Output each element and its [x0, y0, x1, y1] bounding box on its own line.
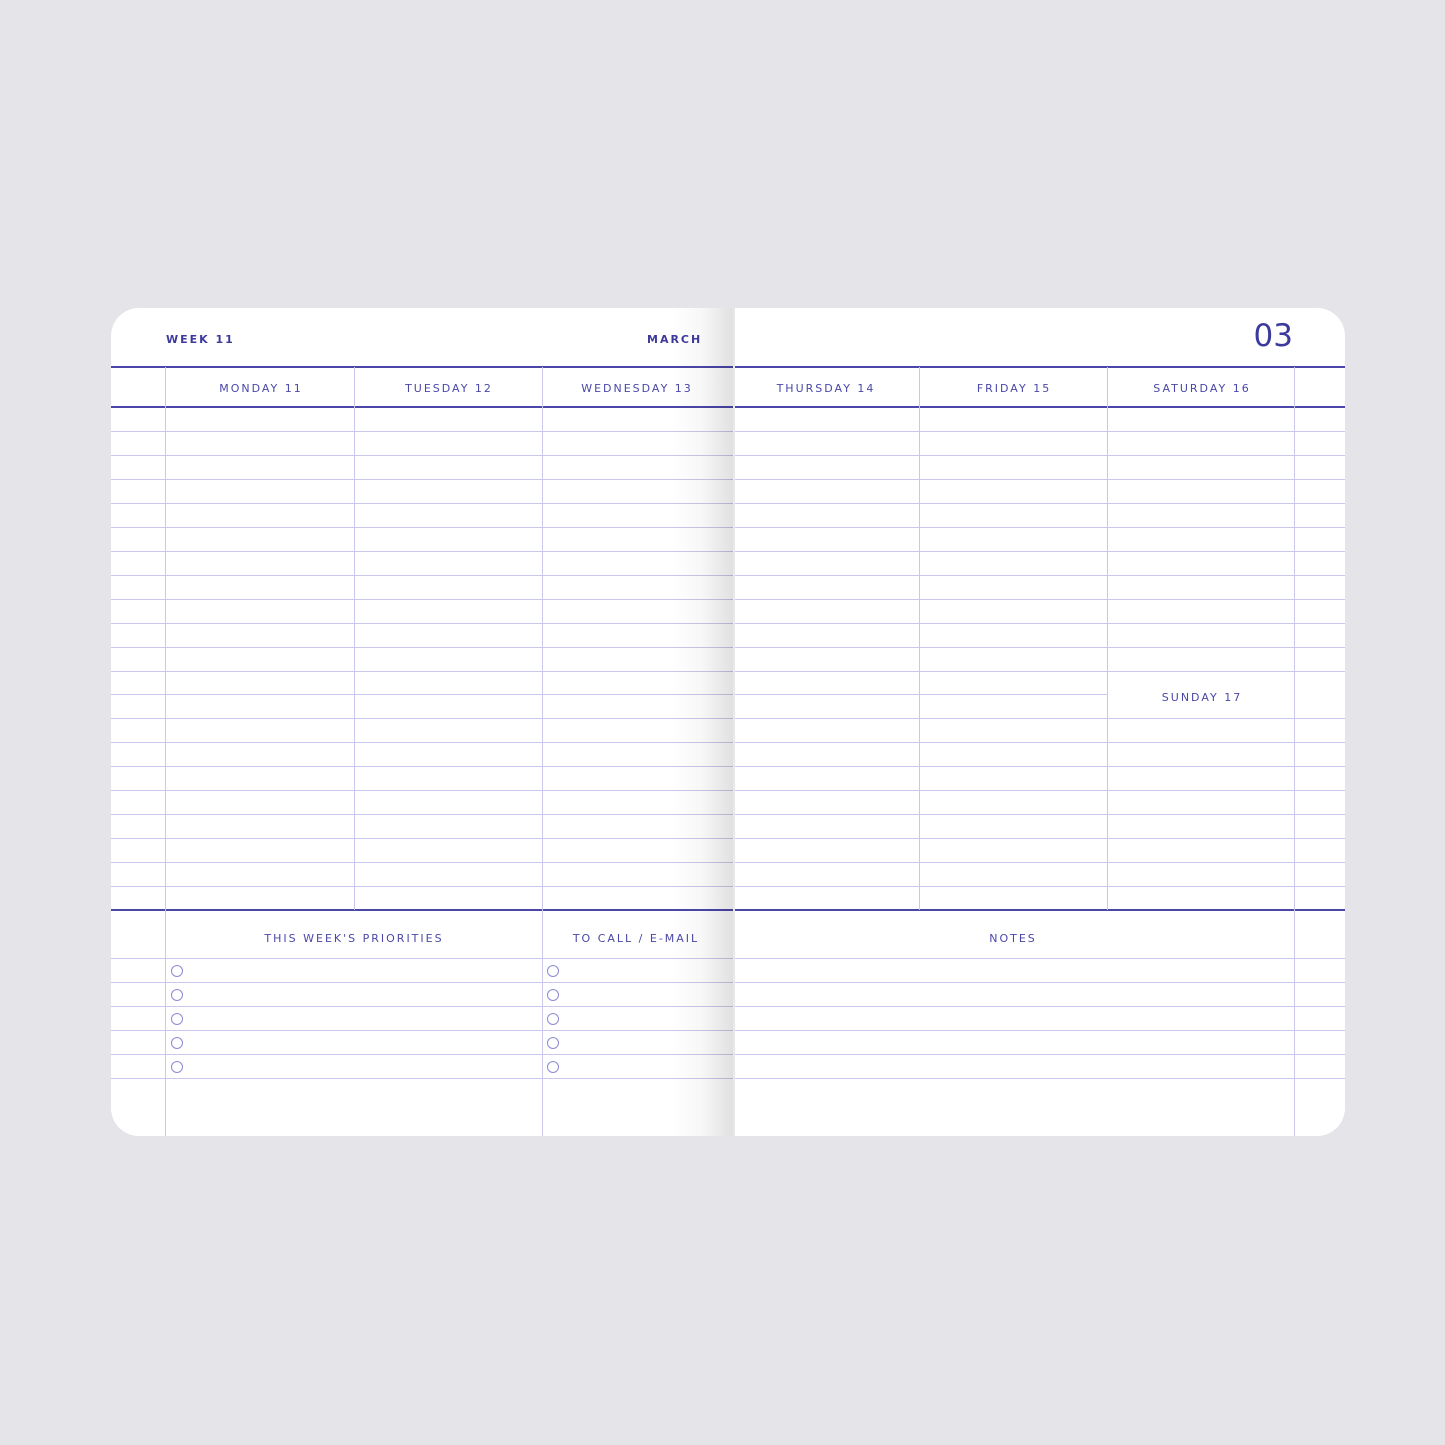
column-line — [165, 910, 166, 1136]
priorities-heading: THIS WEEK'S PRIORITIES — [264, 932, 444, 945]
column-line — [1107, 367, 1108, 910]
bottom-row-line — [111, 1006, 1345, 1007]
priority-checkbox[interactable] — [171, 965, 183, 977]
row-line — [111, 671, 1345, 672]
row-line — [111, 694, 1107, 695]
day-header-monday: MONDAY 11 — [219, 382, 303, 395]
to-call-checkbox[interactable] — [547, 1013, 559, 1025]
day-header-rule — [111, 406, 1345, 408]
month-number: 03 — [1253, 318, 1293, 354]
header-rule — [111, 366, 1345, 368]
column-line — [542, 910, 543, 1136]
row-line — [111, 431, 1345, 432]
bottom-row-line — [111, 982, 1345, 983]
day-header-wednesday: WEDNESDAY 13 — [581, 382, 693, 395]
row-line — [111, 455, 1345, 456]
row-line — [111, 718, 1345, 719]
bottom-row-line — [111, 958, 1345, 959]
bottom-section-rule — [111, 909, 1345, 911]
day-header-thursday: THURSDAY 14 — [776, 382, 876, 395]
column-line — [1294, 367, 1295, 910]
planner-spread: WEEK 11 MARCH 03 MONDAY 11 TUESDAY 12 WE… — [111, 308, 1345, 1136]
row-line — [111, 886, 1345, 887]
column-line — [542, 367, 543, 910]
day-header-sunday: SUNDAY 17 — [1161, 691, 1243, 704]
row-line — [111, 527, 1345, 528]
row-line — [111, 479, 1345, 480]
column-line — [165, 367, 166, 910]
page-gutter-shadow — [671, 308, 733, 1136]
priority-checkbox[interactable] — [171, 989, 183, 1001]
row-line — [111, 647, 1345, 648]
month-label: MARCH — [647, 333, 702, 346]
row-line — [111, 814, 1345, 815]
row-line — [111, 790, 1345, 791]
column-line — [354, 367, 355, 910]
row-line — [111, 623, 1345, 624]
priority-checkbox[interactable] — [171, 1061, 183, 1073]
column-line — [919, 367, 920, 910]
day-header-saturday: SATURDAY 16 — [1153, 382, 1251, 395]
row-line — [111, 838, 1345, 839]
to-call-checkbox[interactable] — [547, 1061, 559, 1073]
row-line — [111, 575, 1345, 576]
bottom-row-line — [111, 1054, 1345, 1055]
bottom-row-line — [111, 1078, 1345, 1079]
row-line — [111, 503, 1345, 504]
row-line — [111, 766, 1345, 767]
row-line — [111, 551, 1345, 552]
day-header-friday: FRIDAY 15 — [976, 382, 1052, 395]
page-gutter-edge — [733, 308, 735, 1136]
week-label: WEEK 11 — [166, 333, 235, 346]
to-call-checkbox[interactable] — [547, 965, 559, 977]
priority-checkbox[interactable] — [171, 1037, 183, 1049]
bottom-row-line — [111, 1030, 1345, 1031]
notes-heading: NOTES — [989, 932, 1037, 945]
row-line — [111, 599, 1345, 600]
column-line — [1294, 910, 1295, 1136]
to-call-checkbox[interactable] — [547, 989, 559, 1001]
to-call-heading: TO CALL / E-MAIL — [572, 932, 700, 945]
to-call-checkbox[interactable] — [547, 1037, 559, 1049]
priority-checkbox[interactable] — [171, 1013, 183, 1025]
row-line — [111, 742, 1345, 743]
row-line — [111, 862, 1345, 863]
day-header-tuesday: TUESDAY 12 — [405, 382, 493, 395]
